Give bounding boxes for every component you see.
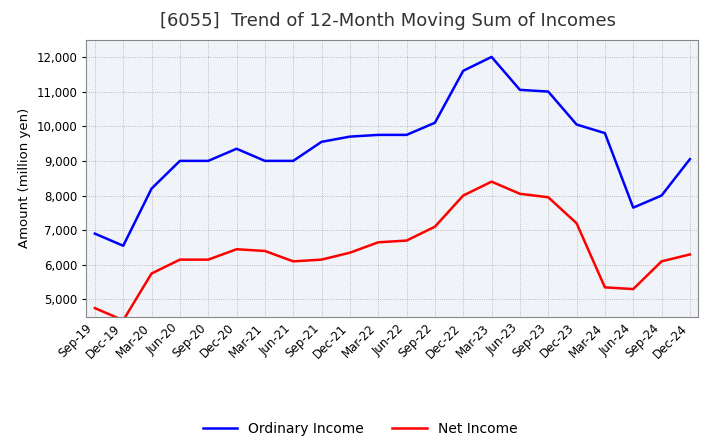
Net Income [346, 250, 354, 255]
Line: Ordinary Income: Ordinary Income [95, 57, 690, 246]
Net Income [572, 220, 581, 226]
Ordinary Income [119, 243, 127, 249]
Ordinary Income [629, 205, 637, 210]
Ordinary Income [261, 158, 269, 164]
Ordinary Income [572, 122, 581, 127]
Ordinary Income [459, 68, 467, 73]
Net Income [487, 179, 496, 184]
Ordinary Income [685, 157, 694, 162]
Ordinary Income [402, 132, 411, 138]
Ordinary Income [657, 193, 666, 198]
Net Income [374, 240, 382, 245]
Ordinary Income [600, 131, 609, 136]
Net Income [516, 191, 524, 196]
Net Income [176, 257, 184, 262]
Ordinary Income [233, 146, 241, 151]
Ordinary Income [431, 120, 439, 125]
Net Income [600, 285, 609, 290]
Ordinary Income [91, 231, 99, 236]
Legend: Ordinary Income, Net Income: Ordinary Income, Net Income [197, 417, 523, 440]
Ordinary Income [176, 158, 184, 164]
Line: Net Income: Net Income [95, 182, 690, 320]
Ordinary Income [289, 158, 297, 164]
Ordinary Income [487, 54, 496, 59]
Net Income [289, 259, 297, 264]
Net Income [459, 193, 467, 198]
Ordinary Income [374, 132, 382, 138]
Net Income [233, 246, 241, 252]
Ordinary Income [318, 139, 326, 144]
Text: [6055]  Trend of 12-Month Moving Sum of Incomes: [6055] Trend of 12-Month Moving Sum of I… [160, 12, 616, 30]
Net Income [318, 257, 326, 262]
Ordinary Income [346, 134, 354, 139]
Net Income [629, 286, 637, 292]
Ordinary Income [544, 89, 552, 94]
Net Income [657, 259, 666, 264]
Ordinary Income [516, 87, 524, 92]
Net Income [402, 238, 411, 243]
Y-axis label: Amount (million yen): Amount (million yen) [18, 108, 31, 248]
Net Income [148, 271, 156, 276]
Ordinary Income [148, 186, 156, 191]
Ordinary Income [204, 158, 212, 164]
Net Income [685, 252, 694, 257]
Net Income [119, 318, 127, 323]
Net Income [431, 224, 439, 229]
Net Income [204, 257, 212, 262]
Net Income [544, 194, 552, 200]
Net Income [261, 248, 269, 253]
Net Income [91, 305, 99, 311]
